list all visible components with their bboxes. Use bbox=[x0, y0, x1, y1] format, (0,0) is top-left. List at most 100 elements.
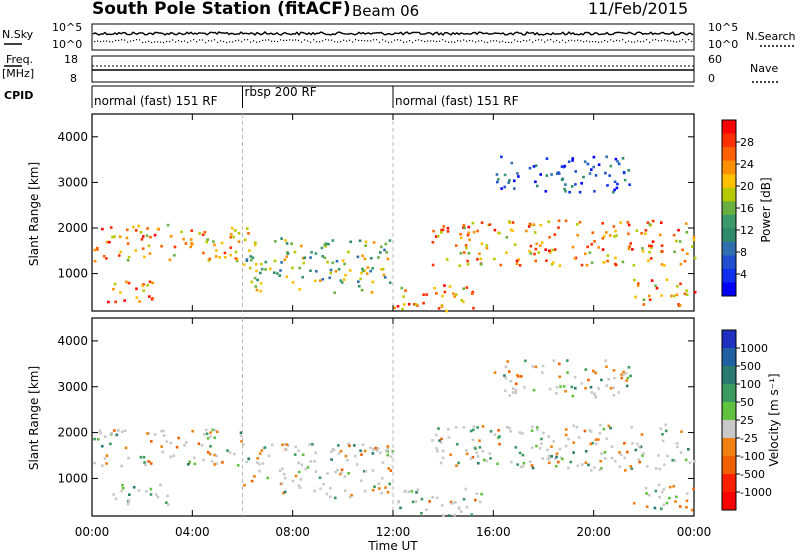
data-cell bbox=[291, 281, 295, 284]
data-cell bbox=[297, 449, 300, 452]
data-cell bbox=[446, 226, 450, 230]
data-cell bbox=[496, 180, 499, 184]
nsearch-dot bbox=[613, 40, 615, 42]
data-cell bbox=[415, 491, 418, 494]
data-cell bbox=[462, 251, 466, 254]
data-cell bbox=[213, 453, 216, 457]
data-cell bbox=[495, 173, 499, 176]
data-cell bbox=[574, 183, 577, 186]
data-cell bbox=[505, 236, 508, 239]
nsearch-dot bbox=[172, 39, 174, 41]
data-cell bbox=[347, 250, 350, 254]
nsearch-dot bbox=[412, 41, 414, 44]
data-cell bbox=[326, 260, 329, 264]
nsearch-dot bbox=[610, 39, 612, 41]
data-cell bbox=[258, 452, 262, 455]
data-cell bbox=[339, 279, 343, 282]
data-cell bbox=[478, 252, 481, 256]
data-cell bbox=[117, 429, 120, 432]
nsearch-dot bbox=[151, 41, 153, 44]
data-cell bbox=[663, 463, 666, 467]
data-cell bbox=[651, 240, 655, 243]
data-cell bbox=[309, 460, 313, 463]
data-cell bbox=[161, 450, 164, 454]
nsearch-dot bbox=[451, 41, 453, 43]
data-cell bbox=[668, 485, 672, 489]
data-cell bbox=[166, 494, 169, 498]
data-cell bbox=[285, 443, 289, 446]
data-cell bbox=[237, 232, 241, 235]
data-cell bbox=[498, 435, 501, 438]
data-cell bbox=[537, 251, 541, 254]
data-cell bbox=[629, 374, 632, 378]
data-cell bbox=[107, 300, 110, 304]
data-cell bbox=[528, 222, 532, 226]
station-title: South Pole Station (fitACF) bbox=[92, 0, 351, 19]
nsearch-dot bbox=[400, 39, 402, 41]
data-cell bbox=[98, 429, 102, 433]
data-cell bbox=[650, 244, 653, 248]
data-cell bbox=[411, 500, 415, 504]
data-cell bbox=[625, 372, 628, 375]
data-cell bbox=[383, 276, 387, 279]
data-cell bbox=[541, 457, 545, 460]
colorbar-swatch bbox=[722, 228, 736, 243]
data-cell bbox=[627, 366, 631, 369]
data-cell bbox=[380, 477, 384, 480]
nsearch-dot bbox=[187, 41, 189, 43]
data-cell bbox=[613, 180, 617, 184]
data-cell bbox=[613, 376, 616, 380]
data-cell bbox=[145, 490, 148, 493]
data-cell bbox=[597, 163, 601, 166]
data-cell bbox=[309, 256, 312, 259]
data-cell bbox=[542, 431, 545, 435]
data-cell bbox=[177, 436, 180, 440]
data-cell bbox=[658, 495, 661, 499]
data-cell bbox=[148, 252, 152, 255]
nsearch-dot bbox=[202, 39, 204, 41]
data-cell bbox=[323, 243, 327, 247]
nsearch-dot bbox=[304, 39, 306, 41]
data-cell bbox=[493, 257, 496, 261]
data-cell bbox=[151, 281, 154, 285]
data-cell bbox=[513, 187, 516, 190]
data-cell bbox=[690, 508, 694, 512]
nsearch-dot bbox=[562, 39, 564, 41]
nsky-strip bbox=[91, 23, 695, 51]
data-cell bbox=[617, 391, 620, 394]
data-cell bbox=[503, 374, 506, 377]
nsearch-dot bbox=[280, 39, 282, 41]
data-cell bbox=[597, 438, 600, 441]
nsearch-dot bbox=[544, 41, 546, 43]
data-cell bbox=[459, 252, 463, 255]
xaxis-label: Time UT bbox=[367, 539, 418, 553]
data-cell bbox=[514, 389, 518, 392]
data-cell bbox=[604, 359, 607, 362]
nsearch-dot bbox=[277, 40, 279, 43]
nsearch-dot bbox=[442, 39, 444, 41]
data-cell bbox=[546, 448, 549, 452]
nsearch-dot bbox=[259, 40, 261, 43]
data-cell bbox=[628, 245, 631, 248]
nsearch-dot bbox=[532, 41, 534, 43]
data-cell bbox=[510, 161, 514, 165]
data-cell bbox=[433, 286, 436, 290]
data-cell bbox=[515, 262, 519, 265]
data-cell bbox=[505, 251, 508, 254]
data-cell bbox=[572, 441, 575, 444]
data-cell bbox=[293, 453, 297, 456]
data-cell bbox=[594, 395, 597, 398]
data-cell bbox=[572, 451, 575, 454]
data-cell bbox=[182, 237, 185, 241]
colorbar-tick-label: -500 bbox=[740, 468, 765, 481]
data-cell bbox=[597, 246, 600, 249]
data-cell bbox=[213, 243, 216, 247]
data-cell bbox=[508, 220, 511, 223]
data-cell bbox=[274, 240, 277, 243]
data-cell bbox=[268, 267, 272, 271]
nsearch-dot bbox=[142, 41, 144, 44]
nsearch-dot bbox=[322, 40, 324, 42]
data-cell bbox=[541, 371, 544, 374]
data-cell bbox=[212, 240, 215, 243]
data-cell bbox=[169, 455, 172, 459]
